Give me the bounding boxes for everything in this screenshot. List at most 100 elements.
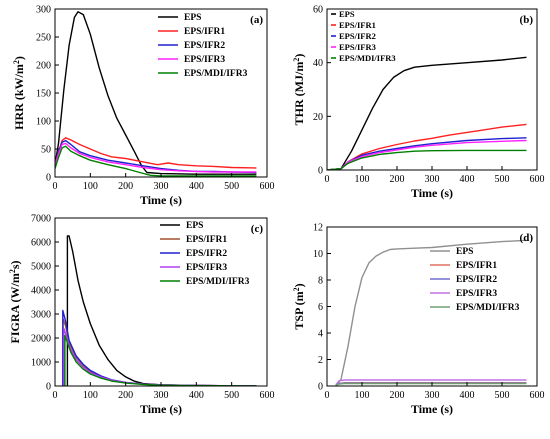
x-tick-label: 0 — [53, 390, 58, 401]
x-tick-label: 600 — [530, 174, 545, 185]
legend-label: EPS — [184, 13, 201, 23]
x-tick-label: 400 — [460, 390, 475, 401]
x-axis-label: Time (s) — [140, 193, 182, 207]
legend-label: EPS/MDI/IFR3 — [186, 277, 250, 287]
y-tick-label: 0 — [46, 173, 51, 184]
series-line-eps-ifr3 — [55, 142, 257, 173]
series-line-eps — [55, 11, 257, 175]
series-line-eps — [327, 56, 527, 170]
y-tick-label: 10 — [313, 249, 323, 260]
y-tick-label: 20 — [313, 112, 323, 123]
y-tick-label: 12 — [313, 223, 323, 234]
series-group — [55, 11, 257, 177]
y-axis-label: TSP (m2) — [292, 283, 307, 329]
x-tick-label: 300 — [425, 390, 440, 401]
y-tick-label: 2000 — [31, 334, 51, 345]
x-tick-label: 500 — [495, 390, 510, 401]
legend-label: EPS/IFR1 — [184, 27, 225, 37]
series-line-eps-ifr1 — [327, 123, 527, 170]
x-tick-label: 200 — [118, 181, 133, 192]
x-tick-label: 300 — [154, 181, 169, 192]
x-tick-label: 0 — [53, 181, 58, 192]
legend-label: EPS — [339, 9, 355, 19]
panel-tag: (b) — [520, 14, 534, 26]
legend-label: EPS/MDI/IFR3 — [184, 69, 248, 79]
x-tick-label: 200 — [390, 390, 405, 401]
y-tick-label: 7000 — [31, 214, 51, 225]
y-tick-label: 40 — [313, 58, 323, 69]
series-line-eps-ifr2 — [327, 137, 527, 170]
y-tick-label: 250 — [36, 33, 51, 44]
series-line-eps-mdi-ifr3 — [64, 334, 257, 386]
x-tick-label: 600 — [260, 390, 275, 401]
x-axis-label: Time (s) — [411, 402, 453, 416]
x-axis-label: Time (s) — [411, 186, 453, 200]
chart-panel-d: 0 100 200 300 400 500 600 0 2 4 6 8 10 12 Time (s) TSP … — [292, 223, 545, 417]
x-tick-label: 100 — [83, 181, 98, 192]
legend-label: EPS — [186, 221, 203, 231]
series-group — [335, 239, 527, 386]
legend-label: EPS/IFR1 — [456, 261, 497, 271]
y-axis-label: HRR (kW/m2) — [12, 56, 27, 130]
x-axis-label: Time (s) — [140, 402, 182, 416]
x-tick-label: 100 — [83, 390, 98, 401]
legend-label: EPS/MDI/IFR3 — [339, 53, 396, 63]
legend-label: EPS/IFR3 — [456, 289, 497, 299]
y-tick-label: 1000 — [31, 358, 51, 369]
y-tick-label: 6000 — [31, 238, 51, 249]
legend-label: EPS/IFR3 — [186, 263, 227, 273]
y-tick-label: 6 — [318, 302, 323, 313]
y-axis-label: THR (MJ/m2) — [292, 54, 307, 126]
x-tick-label: 500 — [224, 181, 239, 192]
legend-label: EPS/MDI/IFR3 — [456, 303, 520, 313]
legend-label: EPS/IFR1 — [186, 235, 227, 245]
legend-label: EPS/IFR3 — [184, 55, 225, 65]
panel-tag: (d) — [520, 232, 534, 244]
series-line-eps-mdi-ifr3 — [55, 145, 257, 177]
y-tick-label: 4 — [318, 329, 323, 340]
y-tick-label: 0 — [318, 382, 323, 393]
legend-label: EPS/IFR2 — [456, 275, 497, 285]
series-line-eps — [66, 235, 257, 386]
legend-label: EPS/IFR2 — [339, 31, 376, 41]
y-tick-label: 0 — [318, 166, 323, 177]
x-tick-label: 500 — [495, 174, 510, 185]
legend-label: EPS/IFR2 — [186, 249, 227, 259]
y-tick-label: 5000 — [31, 262, 51, 273]
y-tick-label: 300 — [36, 5, 51, 16]
chart-panel-a: 0 100 200 300 400 500 600050100150200250300Tim… — [12, 5, 275, 208]
series-group — [327, 56, 527, 170]
y-tick-label: 4000 — [31, 286, 51, 297]
x-tick-label: 200 — [390, 174, 405, 185]
chart-panel-b: 0 100 200 300 400 500 600 0 20 40 60 Time (s) THR (M… — [292, 5, 545, 201]
series-line-eps-ifr3 — [327, 139, 527, 170]
series-line-eps-mdi-ifr3 — [327, 149, 527, 170]
series-line-eps-mdi-ifr3 — [335, 382, 527, 386]
x-tick-label: 300 — [154, 390, 169, 401]
y-tick-label: 0 — [46, 382, 51, 393]
series-line-eps — [335, 239, 527, 386]
x-tick-label: 200 — [118, 390, 133, 401]
series-group — [62, 235, 257, 386]
x-tick-label: 400 — [189, 390, 204, 401]
plot-frame — [54, 217, 268, 387]
plot-frame — [54, 8, 268, 178]
y-tick-label: 200 — [36, 61, 51, 72]
x-tick-label: 300 — [425, 174, 440, 185]
y-tick-label: 2 — [318, 355, 323, 366]
x-tick-label: 500 — [224, 390, 239, 401]
x-tick-label: 100 — [355, 390, 370, 401]
x-tick-label: 0 — [325, 390, 330, 401]
y-axis-label: FIGRA (W/m2s) — [8, 260, 23, 343]
legend-label: EPS — [456, 247, 473, 257]
legend-label: EPS/IFR2 — [184, 41, 225, 51]
x-tick-label: 400 — [189, 181, 204, 192]
series-line-eps-ifr1 — [55, 137, 257, 169]
series-line-eps-ifr3 — [63, 327, 257, 386]
x-tick-label: 0 — [325, 174, 330, 185]
legend-label: EPS/IFR3 — [339, 42, 376, 52]
panel-tag: (a) — [250, 14, 263, 26]
y-tick-label: 50 — [41, 145, 51, 156]
y-tick-label: 100 — [36, 117, 51, 128]
